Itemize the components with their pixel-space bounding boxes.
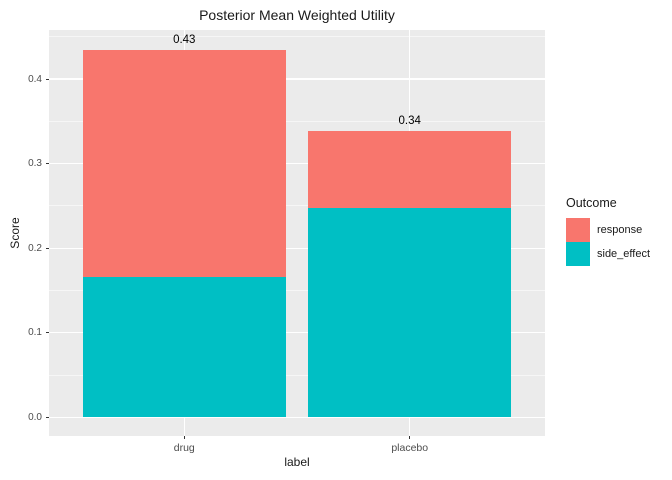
gridline-minor — [49, 290, 545, 292]
bar-placebo-side_effect — [308, 207, 512, 418]
bar-drug-side_effect — [82, 276, 286, 418]
legend-label-response: response — [597, 224, 643, 236]
legend-label-side-effect: side_effect — [597, 248, 651, 260]
legend: Outcome response side_effect — [566, 196, 670, 266]
x-tick-mark — [183, 436, 185, 439]
gridline-minor — [49, 374, 545, 376]
legend-item-side-effect: side_effect — [566, 242, 670, 266]
bar-drug-response — [82, 50, 286, 277]
x-axis-title: label — [284, 455, 310, 469]
gridline-major — [49, 416, 545, 419]
gridline-major — [49, 332, 545, 334]
y-tick-label: 0.4 — [28, 73, 42, 85]
y-tick-label: 0.1 — [28, 327, 42, 339]
y-tick-label: 0.0 — [28, 411, 42, 423]
gridline-minor — [49, 120, 545, 122]
y-tick-label: 0.3 — [28, 158, 42, 170]
y-axis-title: Score — [8, 217, 22, 249]
y-tick-label: 0.2 — [28, 242, 42, 254]
bar-placebo-response — [308, 130, 512, 208]
y-tick-mark — [46, 247, 49, 249]
bar-total-label-drug: 0.43 — [173, 34, 196, 47]
x-tick-label-placebo: placebo — [391, 442, 429, 454]
x-tick-label-drug: drug — [173, 442, 195, 454]
y-tick-mark — [46, 163, 49, 165]
gridline-major — [49, 162, 545, 165]
legend-item-response: response — [566, 218, 670, 242]
y-tick-mark — [46, 332, 49, 334]
bar-total-label-placebo: 0.34 — [398, 114, 421, 127]
y-tick-mark — [46, 78, 49, 80]
chart-title: Posterior Mean Weighted Utility — [199, 7, 395, 23]
side-effect-color-swatch-icon — [566, 242, 590, 266]
gridline-minor — [49, 205, 545, 207]
x-tick-mark — [409, 436, 411, 439]
gridline-minor — [49, 36, 545, 38]
gridline-major — [49, 78, 545, 80]
legend-title: Outcome — [566, 196, 617, 210]
y-tick-mark — [46, 416, 49, 418]
plot-panel: 0.43 0.34 — [49, 30, 545, 436]
gridline-major — [49, 247, 545, 249]
response-color-swatch-icon — [566, 218, 590, 242]
